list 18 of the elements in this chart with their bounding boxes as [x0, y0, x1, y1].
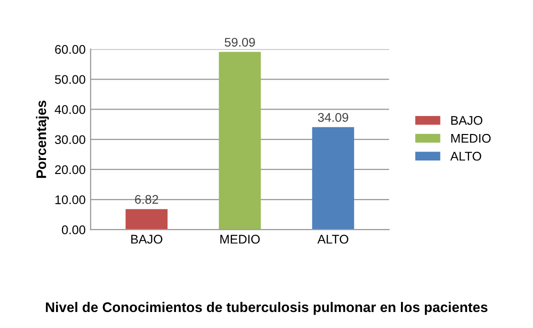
y-tick-label: 40.00 [54, 105, 86, 114]
x-tick-label: ALTO [317, 234, 348, 244]
y-tick-label: 20.00 [55, 165, 86, 174]
y-tick-label: 50.00 [54, 75, 86, 84]
legend-label: BAJO [451, 116, 482, 125]
x-tick-label: BAJO [131, 234, 162, 244]
x-axis-title: Nivel de Conocimientos de tuberculosis pulmonar en los pacientes [46, 302, 488, 315]
y-tick-label: 60.00 [55, 45, 86, 54]
legend-label: MEDIO [451, 134, 491, 143]
x-tick-label: MEDIO [220, 234, 260, 244]
legend-label: ALTO [450, 152, 482, 161]
y-axis-title: Porcentajes [36, 100, 49, 178]
data-label: 34.09 [318, 113, 348, 122]
y-tick-label: 10.00 [55, 195, 86, 204]
y-tick-label: 30.00 [54, 135, 86, 144]
y-tick-label: 0.00 [62, 225, 86, 234]
data-label: 6.82 [135, 194, 158, 204]
data-label: 59.09 [224, 38, 255, 47]
